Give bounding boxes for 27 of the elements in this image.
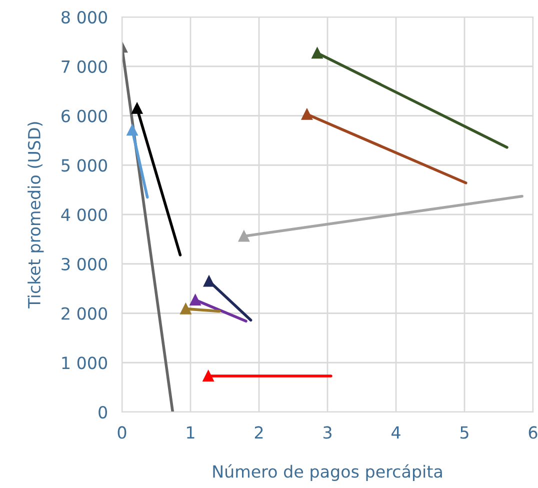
x-tick-label: 5 <box>460 426 468 439</box>
point <box>238 230 250 242</box>
x-axis-title: Número de pagos percápita <box>213 464 442 482</box>
y-tick-label: 4 000 <box>61 208 108 222</box>
point <box>202 370 214 382</box>
point <box>203 276 215 287</box>
y-tick-label: 1 000 <box>62 356 108 370</box>
x-tick-label: 0 <box>118 426 126 439</box>
point <box>180 303 192 314</box>
point <box>301 108 313 120</box>
x-tick-label: 6 <box>528 426 538 439</box>
x-tick-label: 3 <box>323 426 332 439</box>
y-tick-label: 8 000 <box>62 10 108 24</box>
y-tick-label: 2 000 <box>62 307 108 320</box>
y-tick-label: 7 000 <box>62 60 108 73</box>
y-tick-label: 6 000 <box>62 110 108 122</box>
point <box>132 102 143 114</box>
y-tick-label: 3 000 <box>62 258 108 270</box>
point <box>126 124 138 136</box>
x-tick-label: 4 <box>392 426 400 439</box>
y-tick-label: 5 000 <box>62 159 108 172</box>
point <box>190 294 201 306</box>
point <box>312 47 323 59</box>
x-tick-label: 1 <box>187 426 194 439</box>
y-tick-label: 0 <box>98 406 108 419</box>
y-axis-title: Ticket promedio (USD) <box>28 122 44 308</box>
x-tick-label: 2 <box>254 426 263 439</box>
